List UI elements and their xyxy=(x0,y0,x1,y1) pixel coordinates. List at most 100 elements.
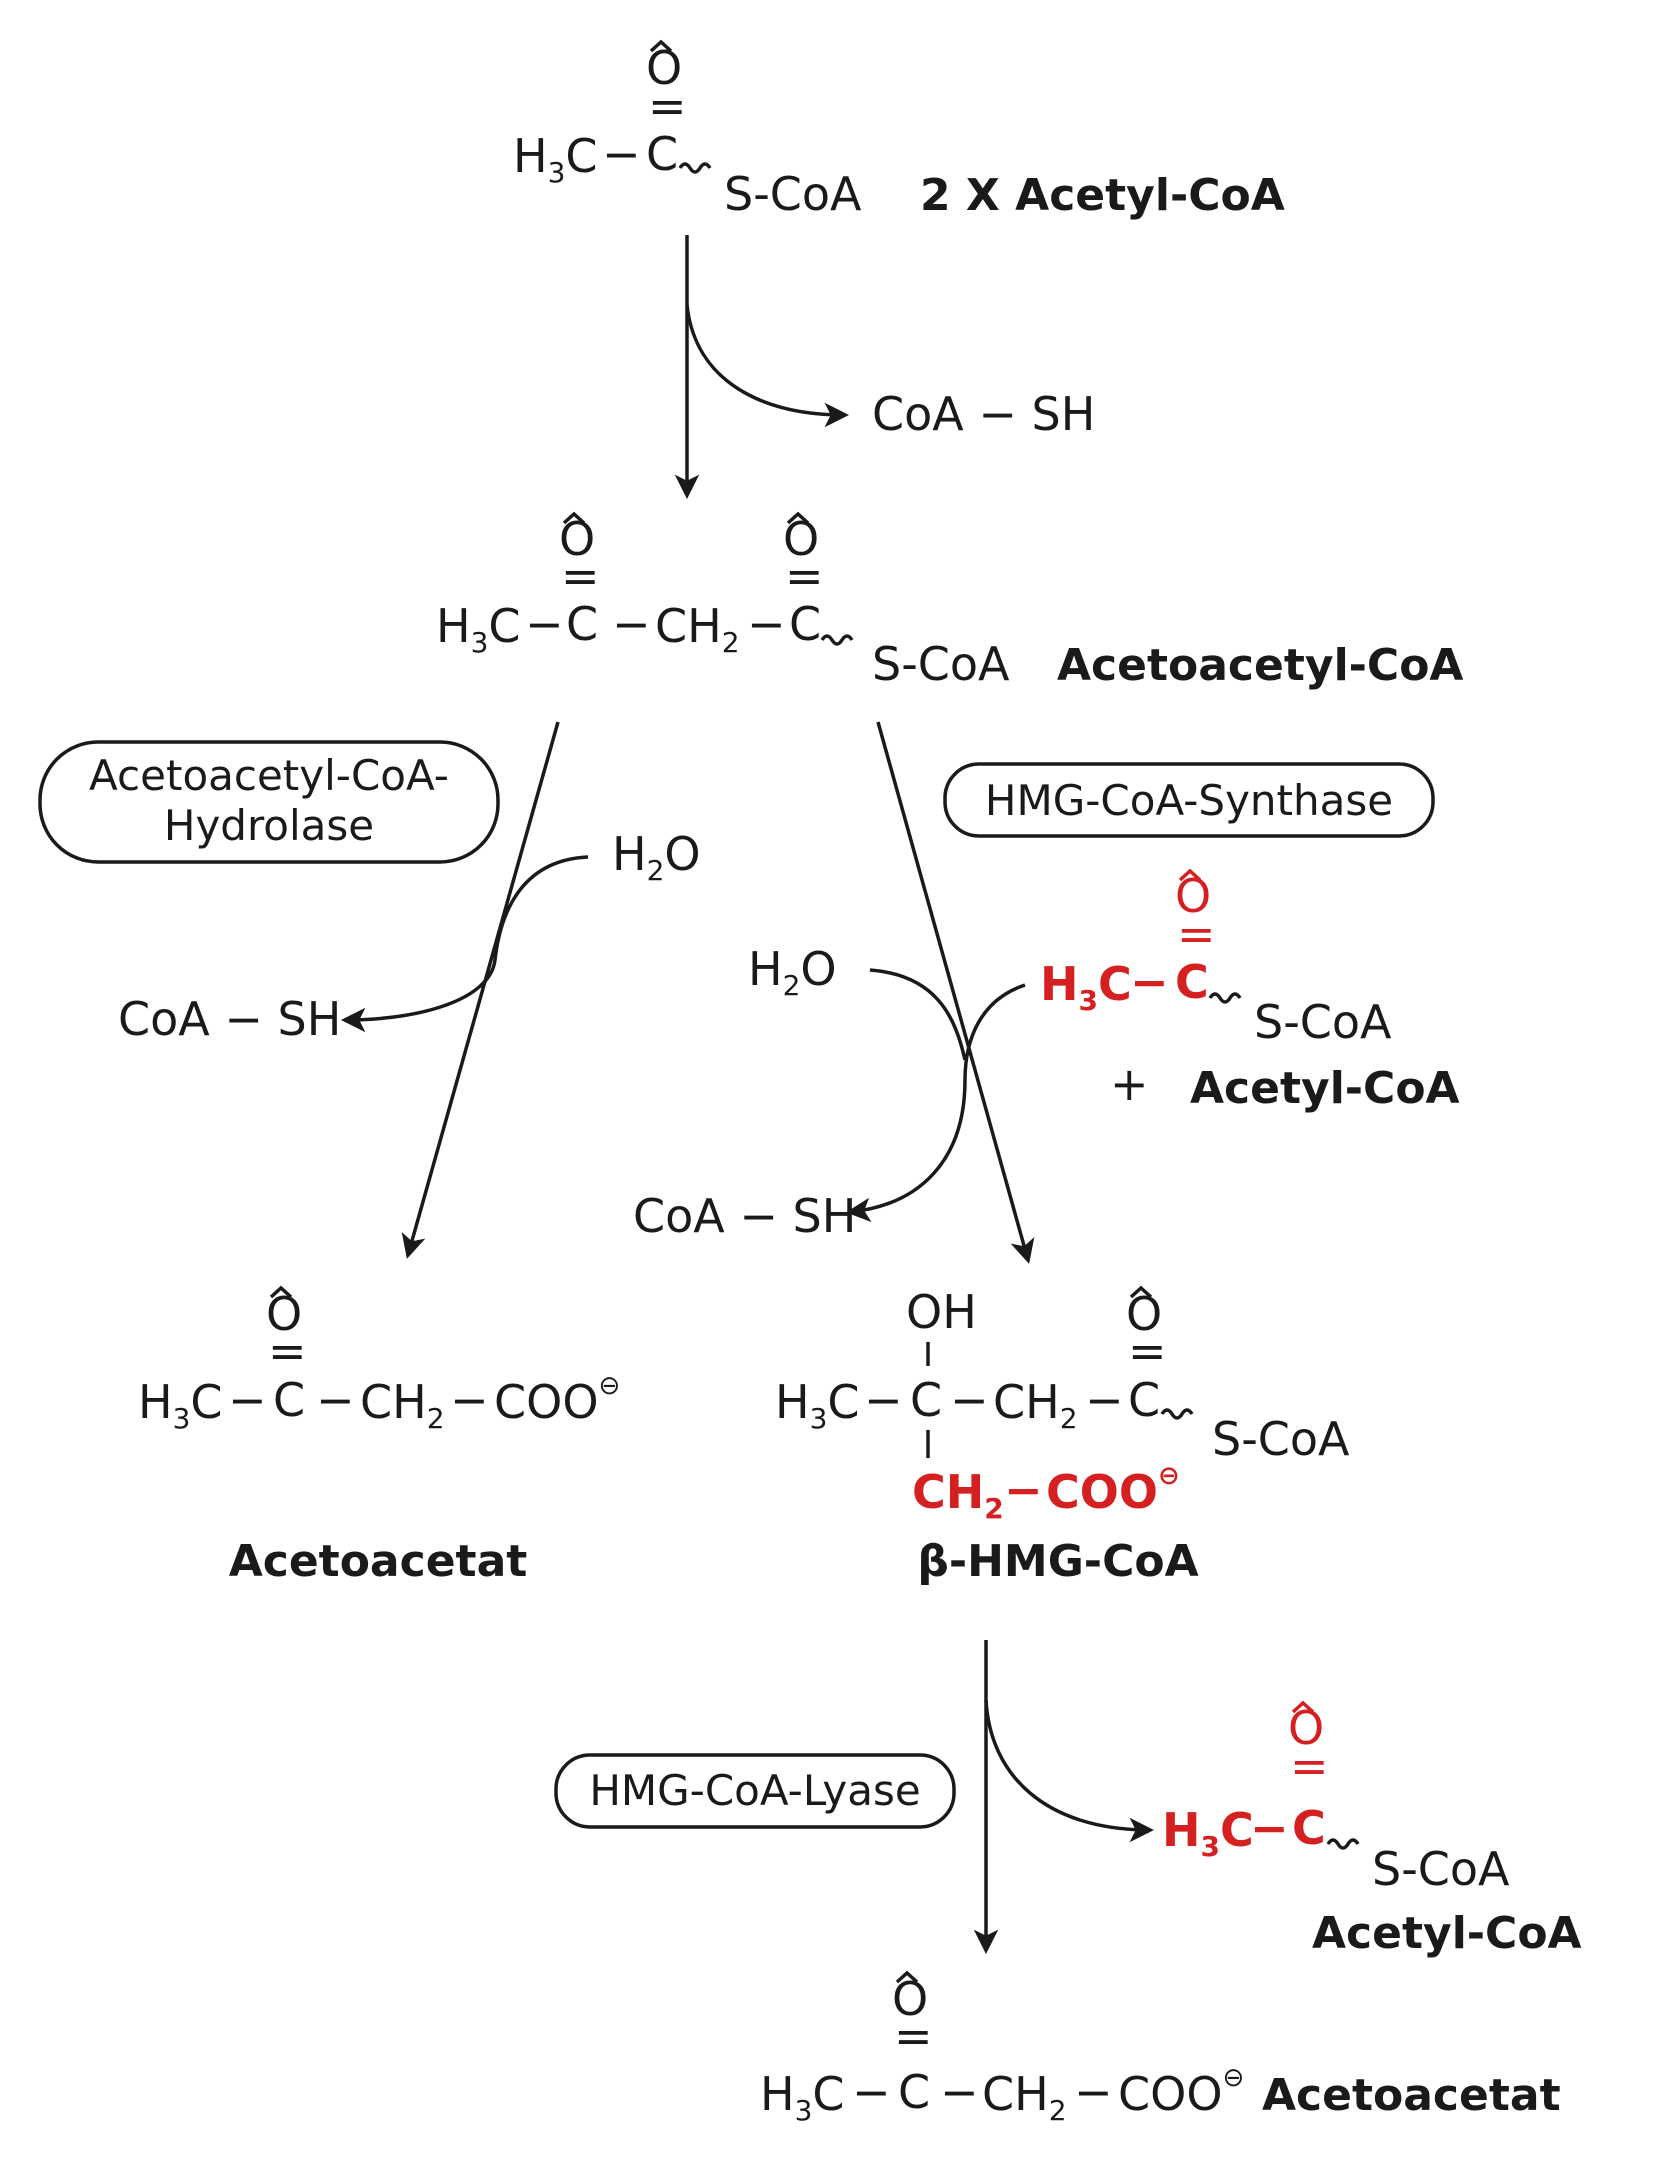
s-coa-group: S-CoA xyxy=(1372,1842,1510,1896)
thioester-wavy-bond xyxy=(1160,1408,1194,1420)
side-arrow-water-in xyxy=(869,968,967,1061)
s-coa-group: S-CoA xyxy=(724,167,862,221)
methylene-group-red: CH2 xyxy=(912,1465,1004,1525)
coash-product-1: CoA − SH xyxy=(872,387,1095,441)
coash-product-left: CoA − SH xyxy=(118,992,341,1046)
bond: − xyxy=(1130,955,1169,1009)
carbonyl-oxygen: O xyxy=(1175,869,1211,923)
carbonyl-oxygen: O xyxy=(559,512,595,566)
bond: − xyxy=(1250,1801,1289,1855)
methyl-group: H3C xyxy=(138,1375,223,1435)
carbonyl-carbon: C xyxy=(1175,955,1209,1009)
lone-pair-mark xyxy=(1291,1700,1315,1714)
s-coa-group: S-CoA xyxy=(1212,1412,1350,1466)
enzyme-box-lyase xyxy=(554,1753,956,1829)
double-bond: = xyxy=(1290,1739,1329,1793)
water-input-right: H2O xyxy=(748,942,837,1002)
reaction-arrow-synthase xyxy=(876,721,1035,1264)
bond: − xyxy=(950,1373,989,1427)
methyl-group: H3C xyxy=(760,2067,845,2127)
enzyme-box-synthase xyxy=(943,762,1435,838)
methylene-group: CH2 xyxy=(993,1375,1078,1435)
lone-pair-mark xyxy=(269,1285,293,1299)
compound-name-acetyl-coa-released: Acetyl-CoA xyxy=(1312,1908,1582,1959)
hmg-coa-structure: OH O = H3C − C − CH2 − C S-CoA CH2 − COO… xyxy=(775,1285,1350,1525)
s-coa-group: S-CoA xyxy=(872,637,1010,691)
compound-name-acetoacetat-left: Acetoacetat xyxy=(229,1536,528,1587)
thioester-carbon: C xyxy=(1128,1373,1160,1427)
methyl-group: H3C xyxy=(436,599,521,659)
bond: − xyxy=(1074,2065,1113,2119)
enzyme-box-hydrolase xyxy=(38,740,500,864)
methyl-group: H3C xyxy=(775,1375,860,1435)
lone-pair-mark xyxy=(895,1970,919,1984)
double-bond: = xyxy=(1177,907,1216,961)
carboxylate-group: COO⊖ xyxy=(494,1371,620,1429)
carbonyl-carbon: C xyxy=(646,127,678,181)
carbonyl-carbon: C xyxy=(1292,1801,1326,1855)
bond: − xyxy=(747,597,786,651)
lone-pair-mark xyxy=(649,39,673,53)
carbonyl-oxygen: O xyxy=(266,1287,302,1341)
methylene-group: CH2 xyxy=(655,599,740,659)
hydroxyl-group: OH xyxy=(906,1285,977,1339)
compound-name-acetoacetyl-coa: Acetoacetyl-CoA xyxy=(1057,640,1463,691)
bond: − xyxy=(316,1373,355,1427)
bond: − xyxy=(940,2065,979,2119)
acetoacetate-left-structure: O = H3C − C − CH2 − COO⊖ xyxy=(138,1285,620,1435)
double-bond: = xyxy=(894,2009,933,2063)
double-bond: = xyxy=(785,549,824,603)
methylene-group: CH2 xyxy=(360,1375,445,1435)
enzyme-label-hydrolase-line2: Hydrolase xyxy=(164,801,374,850)
thioester-wavy-bond xyxy=(1326,1838,1360,1850)
double-bond: = xyxy=(1128,1324,1167,1378)
carboxylate-group-red: COO⊖ xyxy=(1046,1461,1180,1519)
reaction-arrow-hydrolase xyxy=(401,721,560,1259)
coash-product-right: CoA − SH xyxy=(633,1189,856,1243)
thioester-carbon: C xyxy=(789,597,821,651)
acetyl-coa-top-structure: O = H3C − C S-CoA xyxy=(513,39,862,221)
side-arrow-water-coash-left xyxy=(340,855,589,1033)
methylene-group: CH2 xyxy=(982,2067,1067,2127)
bond: − xyxy=(228,1373,267,1427)
bond: − xyxy=(450,1373,489,1427)
enzyme-label-lyase: HMG-CoA-Lyase xyxy=(589,1766,920,1815)
double-bond: = xyxy=(268,1324,307,1378)
methyl-group: H3C xyxy=(513,129,598,189)
side-arrow-coash-release-1 xyxy=(685,304,850,428)
thioester-wavy-bond xyxy=(678,162,712,174)
plus-sign: + xyxy=(1110,1057,1149,1111)
side-arrow-acetyl-in-coash-out xyxy=(845,983,1026,1223)
lone-pair-mark xyxy=(1129,1285,1153,1299)
carboxylate-group: COO⊖ xyxy=(1118,2063,1244,2121)
acetoacetyl-coa-structure: O = O = H3C − C − CH2 − C S-CoA xyxy=(436,511,1010,691)
compound-name-acetyl-coa-added: Acetyl-CoA xyxy=(1190,1063,1460,1114)
compound-name-hmg-coa: β-HMG-CoA xyxy=(917,1536,1198,1587)
carbonyl-oxygen: O xyxy=(783,512,819,566)
methyl-group: H3C xyxy=(1162,1803,1254,1863)
central-carbon: C xyxy=(910,1373,942,1427)
side-arrow-acetyl-coa-release xyxy=(984,1699,1155,1843)
s-coa-group: S-CoA xyxy=(1254,995,1392,1049)
bond: − xyxy=(864,1373,903,1427)
enzyme-label-hydrolase-line1: Acetoacetyl-CoA- xyxy=(89,751,449,800)
lone-pair-mark xyxy=(1178,868,1202,882)
compound-name-acetyl-coa-top: 2 X Acetyl-CoA xyxy=(920,170,1285,221)
carbonyl-oxygen: O xyxy=(1288,1701,1324,1755)
enzyme-label-synthase: HMG-CoA-Synthase xyxy=(985,776,1393,825)
thioester-wavy-bond xyxy=(820,634,854,646)
bond: − xyxy=(525,597,564,651)
methyl-group: H3C xyxy=(1040,957,1132,1017)
bond: − xyxy=(852,2065,891,2119)
double-bond: = xyxy=(561,549,600,603)
acetyl-coa-released-structure: O = H3C − C S-CoA xyxy=(1162,1700,1510,1896)
water-input-left: H2O xyxy=(612,827,701,887)
bond: − xyxy=(1085,1373,1124,1427)
carbonyl-oxygen: O xyxy=(1126,1287,1162,1341)
double-bond: = xyxy=(648,79,687,133)
acetoacetate-bottom-structure: O = H3C − C − CH2 − COO⊖ xyxy=(760,1970,1244,2127)
carbonyl-carbon: C xyxy=(898,2065,930,2119)
compound-name-acetoacetat-bottom: Acetoacetat xyxy=(1262,2070,1561,2121)
bond: − xyxy=(1004,1463,1043,1517)
